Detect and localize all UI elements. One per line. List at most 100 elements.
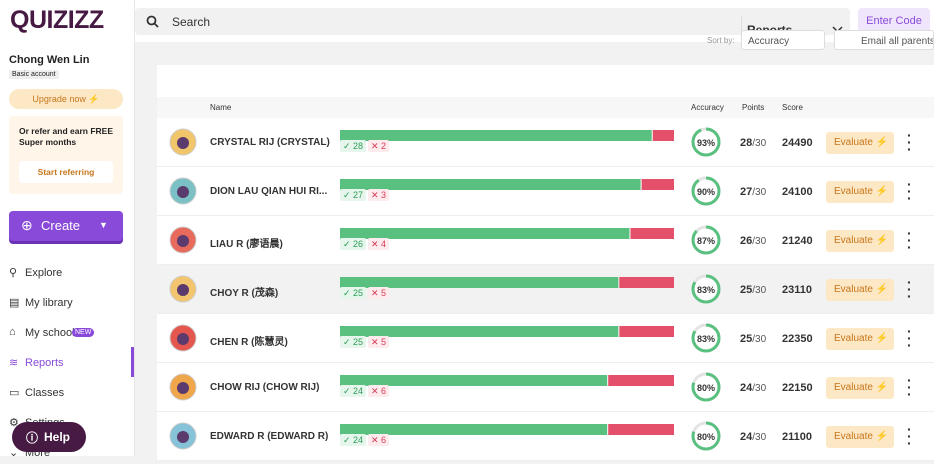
points-value: 25 <box>740 333 752 345</box>
accuracy-label: 80% <box>691 432 721 442</box>
avatar-face <box>177 235 189 247</box>
column-header: Name <box>210 103 231 112</box>
correct-count: 25 <box>353 337 363 347</box>
points: 26/30 <box>740 235 766 247</box>
sort-dropdown[interactable]: Accuracy <box>741 30 825 50</box>
search-placeholder: Search <box>172 15 210 29</box>
logo[interactable]: QUIZIZZ <box>10 6 104 35</box>
email-button[interactable]: Email all parents <box>834 30 934 50</box>
evaluate-button[interactable]: Evaluate⚡ <box>826 230 894 252</box>
bolt-icon: ⚡ <box>876 284 888 295</box>
correct-count: 25 <box>353 288 363 298</box>
evaluate-button[interactable]: Evaluate⚡ <box>826 279 894 301</box>
nav-label: Explore <box>25 267 62 279</box>
points: 24/30 <box>740 382 766 394</box>
student-name: LIAU R (廖语晨) <box>210 235 283 250</box>
nav-label: Classes <box>25 387 64 399</box>
column-header: Score <box>782 103 803 112</box>
sidebar: QUIZIZZ Chong Wen Lin Basic account Upgr… <box>0 0 135 456</box>
correct-count: 27 <box>353 190 363 200</box>
sort-label: Sort by: <box>707 36 735 45</box>
column-header: Accuracy <box>691 103 724 112</box>
result-bar <box>340 130 674 141</box>
incorrect-segment <box>653 130 674 141</box>
correct-count: 24 <box>353 435 363 445</box>
more-menu[interactable]: ··· <box>907 328 912 349</box>
more-menu[interactable]: ··· <box>907 230 912 251</box>
points-value: 28 <box>740 137 752 149</box>
incorrect-segment <box>619 326 674 337</box>
nav-item[interactable]: ▭Classes <box>0 386 130 404</box>
search-icon <box>146 15 159 28</box>
evaluate-button[interactable]: Evaluate⚡ <box>826 328 894 350</box>
correct-count: 28 <box>353 141 363 151</box>
incorrect-tag: ✕ 2 <box>368 140 389 152</box>
avatar <box>169 422 197 450</box>
result-bar <box>340 424 674 435</box>
points-total: /30 <box>752 432 766 443</box>
evaluate-label: Evaluate <box>834 431 873 442</box>
table-header <box>157 97 934 118</box>
points-value: 27 <box>740 186 752 198</box>
help-button[interactable]: ⓘ Help <box>12 422 86 452</box>
bolt-icon: ⚡ <box>876 382 888 393</box>
avatar <box>169 275 197 303</box>
points: 25/30 <box>740 333 766 345</box>
incorrect-tag: ✕ 5 <box>368 287 389 299</box>
help-icon: ⓘ <box>26 429 38 446</box>
score: 22350 <box>782 333 813 345</box>
avatar-face <box>177 382 189 394</box>
bolt-icon: ⚡ <box>876 431 888 442</box>
incorrect-count: 3 <box>381 190 386 200</box>
score: 24490 <box>782 137 813 149</box>
correct-tag: ✓ 27 <box>340 189 366 201</box>
upgrade-button[interactable]: Upgrade now ⚡ <box>9 89 123 109</box>
evaluate-button[interactable]: Evaluate⚡ <box>826 377 894 399</box>
score: 21100 <box>782 431 812 443</box>
more-menu[interactable]: ··· <box>907 132 912 153</box>
nav-item[interactable]: ⚲Explore <box>0 266 130 284</box>
points-total: /30 <box>752 187 766 198</box>
points-total: /30 <box>752 138 766 149</box>
evaluate-label: Evaluate <box>834 186 873 197</box>
evaluate-button[interactable]: Evaluate⚡ <box>826 181 894 203</box>
more-menu[interactable]: ··· <box>907 426 912 447</box>
points: 25/30 <box>740 284 766 296</box>
correct-count: 26 <box>353 239 363 249</box>
refer-button[interactable]: Start referring <box>19 161 113 183</box>
more-menu[interactable]: ··· <box>907 377 912 398</box>
score: 21240 <box>782 235 813 247</box>
nav-item[interactable]: ▤My library <box>0 296 130 314</box>
nav-label: My library <box>25 297 73 309</box>
accuracy-label: 93% <box>691 138 721 148</box>
nav-icon: ⌂ <box>9 326 16 338</box>
nav-item[interactable]: ≋Reports <box>0 356 130 374</box>
points-total: /30 <box>752 285 766 296</box>
evaluate-button[interactable]: Evaluate⚡ <box>826 132 894 154</box>
more-menu[interactable]: ··· <box>907 181 912 202</box>
student-name: DION LAU QIAN HUI RI... <box>210 186 327 197</box>
bolt-icon: ⚡ <box>876 333 888 344</box>
more-menu[interactable]: ··· <box>907 279 912 300</box>
correct-tag: ✓ 25 <box>340 287 366 299</box>
avatar-face <box>177 431 189 443</box>
points-value: 26 <box>740 235 752 247</box>
incorrect-count: 5 <box>381 337 386 347</box>
account-type: Basic account <box>9 70 59 79</box>
create-button[interactable]: ⊕ Create ▼ <box>9 211 123 241</box>
nav-badge: NEW <box>72 328 94 337</box>
incorrect-segment <box>642 179 674 190</box>
evaluate-button[interactable]: Evaluate⚡ <box>826 426 894 448</box>
accuracy-label: 87% <box>691 236 721 246</box>
correct-tag: ✓ 28 <box>340 140 366 152</box>
result-bar <box>340 326 674 337</box>
student-name: CHOY R (茂森) <box>210 284 278 299</box>
